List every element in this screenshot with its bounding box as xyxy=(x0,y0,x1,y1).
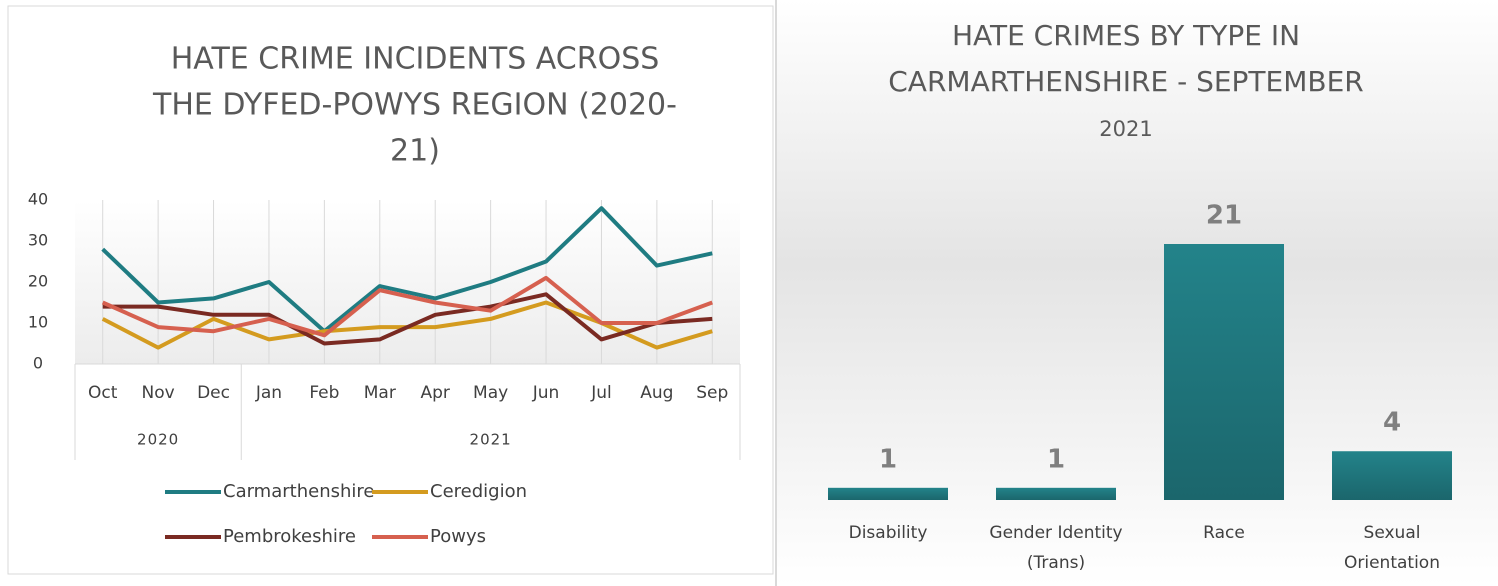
y-tick-label: 0 xyxy=(33,354,43,373)
chart-title: 21) xyxy=(390,134,440,169)
group-label: 2021 xyxy=(470,431,512,449)
value-label: 21 xyxy=(1206,201,1242,231)
divider xyxy=(775,0,777,586)
y-tick-label: 20 xyxy=(28,272,48,291)
x-tick-label: Mar xyxy=(364,383,396,403)
bar xyxy=(1164,244,1284,500)
x-tick-label: Disability xyxy=(849,523,928,543)
chart-title: THE DYFED-POWYS REGION (2020- xyxy=(152,88,677,123)
series-line xyxy=(101,275,713,338)
chart-title: HATE CRIMES BY TYPE IN xyxy=(952,19,1300,52)
chart-title: CARMARTHENSHIRE - SEPTEMBER xyxy=(888,65,1363,98)
value-label: 1 xyxy=(879,444,897,474)
series-line xyxy=(101,206,713,334)
x-tick-label: Aug xyxy=(640,383,673,403)
y-tick-label: 30 xyxy=(28,231,48,250)
bar xyxy=(828,487,948,500)
x-tick-label: Sexual xyxy=(1364,523,1421,543)
x-tick-label: Jun xyxy=(532,383,560,403)
bar xyxy=(1332,451,1452,500)
x-tick-label: Nov xyxy=(142,383,175,403)
x-tick-label: Jan xyxy=(255,383,282,403)
x-tick-label: Orientation xyxy=(1344,553,1440,573)
x-tick-label: Race xyxy=(1203,523,1245,543)
x-tick-label: (Trans) xyxy=(1027,553,1085,573)
chart-title: HATE CRIME INCIDENTS ACROSS xyxy=(171,42,660,77)
x-tick-label: Sep xyxy=(696,383,728,403)
legend-label: Pembrokeshire xyxy=(223,526,356,547)
x-tick-label: Dec xyxy=(197,383,230,403)
x-tick-label: Oct xyxy=(88,383,118,403)
legend-label: Carmarthenshire xyxy=(223,481,374,502)
bar xyxy=(996,487,1116,500)
value-label: 4 xyxy=(1383,408,1401,438)
x-tick-label: Jul xyxy=(590,383,612,403)
value-label: 1 xyxy=(1047,444,1065,474)
y-tick-label: 40 xyxy=(28,190,48,209)
x-tick-label: Gender Identity xyxy=(989,523,1122,543)
legend-label: Ceredigion xyxy=(430,481,527,502)
x-tick-label: Feb xyxy=(309,383,339,403)
group-label: 2020 xyxy=(137,431,179,449)
chart-subtitle: 2021 xyxy=(1099,117,1152,141)
x-tick-label: Apr xyxy=(420,383,449,403)
x-tick-label: May xyxy=(473,383,508,403)
legend-label: Powys xyxy=(430,526,486,547)
series-line xyxy=(102,292,713,346)
y-tick-label: 10 xyxy=(28,313,48,332)
